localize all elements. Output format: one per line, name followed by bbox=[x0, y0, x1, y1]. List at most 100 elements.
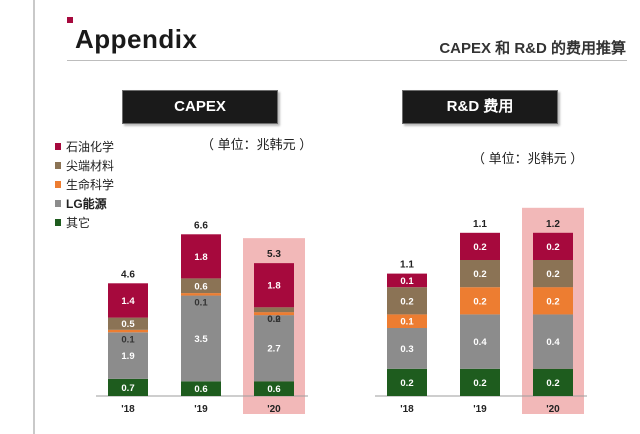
bar-segment bbox=[181, 295, 221, 382]
legend-item: 尖端材料 bbox=[55, 156, 114, 175]
bar-value-label: 2.7 bbox=[267, 344, 280, 355]
bar-value-label: 0.2 bbox=[473, 378, 486, 389]
bar-value-label: 0.7 bbox=[121, 383, 134, 394]
bar-value-label: 0.2 bbox=[400, 378, 413, 389]
bar-segment bbox=[254, 315, 294, 382]
bar-segment bbox=[533, 368, 573, 396]
bar-value-label: 0.2 bbox=[546, 378, 559, 389]
chart-1-plot: 0.2 0.3 0.1 0.2 0.1 1.1 '18 0.2 0.4 0.2 0.2 0.2 1.1 '… bbox=[375, 207, 587, 415]
bar-segment bbox=[108, 332, 148, 379]
bar-segment bbox=[387, 314, 427, 328]
page-title: Appendix bbox=[75, 24, 198, 54]
bar-segment bbox=[533, 314, 573, 369]
bar-segment bbox=[387, 328, 427, 369]
bar-segment bbox=[108, 329, 148, 333]
bar-value-label: 0.1 bbox=[121, 334, 135, 345]
title-underline bbox=[67, 60, 627, 61]
chart-0-plot: 0.7 1.9 0.1 0.5 1.4 4.6 '18 0.6 3.5 0.1 0.6 1.8 6.6 '… bbox=[96, 220, 308, 415]
bar-value-label: 0.2 bbox=[546, 269, 559, 280]
legend-swatch bbox=[55, 181, 61, 188]
capex-unit-note: （ 单位：兆韩元 ） bbox=[201, 137, 313, 152]
bar-value-label: 0.2 bbox=[473, 296, 486, 307]
legend-label: 石油化学 bbox=[66, 140, 115, 154]
bar-segment bbox=[108, 317, 148, 330]
legend-label: LG能源 bbox=[66, 197, 107, 211]
bar-segment bbox=[533, 260, 573, 288]
bar-total-label: 1.1 bbox=[473, 219, 487, 230]
legend-swatch bbox=[55, 219, 61, 226]
bar-total-label: 1.2 bbox=[546, 219, 560, 230]
bar-value-label: 0.2 bbox=[473, 269, 486, 280]
title-accent-square bbox=[67, 17, 73, 23]
bar-value-label: 0.3 bbox=[400, 344, 413, 355]
bar-value-label: 0.6 bbox=[194, 384, 207, 395]
x-tick-label: '20 bbox=[546, 404, 560, 415]
bar-segment bbox=[254, 307, 294, 313]
bar-value-label: 0.6 bbox=[267, 384, 280, 395]
legend-label: 尖端材料 bbox=[66, 159, 115, 173]
bar-segment bbox=[254, 381, 294, 396]
bar-segment bbox=[460, 314, 500, 369]
capex-chart-title: CAPEX bbox=[122, 90, 278, 124]
bar-total-label: 5.3 bbox=[267, 249, 281, 260]
bar-segment bbox=[254, 263, 294, 308]
bar-value-label: 0.2 bbox=[473, 242, 486, 253]
bar-value-label: 0.2 bbox=[546, 296, 559, 307]
rnd-unit-note: （ 单位：兆韩元 ） bbox=[472, 151, 584, 166]
bar-total-label: 6.6 bbox=[194, 220, 208, 231]
bar-value-label: 0.4 bbox=[546, 337, 560, 348]
bar-segment bbox=[181, 278, 221, 294]
bar-value-label: 1.4 bbox=[121, 296, 135, 307]
x-tick-label: '19 bbox=[473, 404, 487, 415]
bar-segment bbox=[387, 287, 427, 315]
bar-segment bbox=[533, 232, 573, 260]
left-divider bbox=[33, 0, 35, 434]
bar-value-label: 0.1 bbox=[400, 276, 414, 287]
bar-segment bbox=[460, 232, 500, 260]
legend-item: LG能源 bbox=[55, 194, 114, 213]
legend-swatch bbox=[55, 200, 61, 207]
chart-legend: 石油化学尖端材料生命科学 LG能源其它 bbox=[55, 137, 114, 232]
bar-value-label: 0.1 bbox=[194, 298, 208, 309]
bar-value-label: 1.9 bbox=[121, 351, 134, 362]
bar-segment bbox=[108, 378, 148, 396]
bar-value-label: 0.1 bbox=[400, 317, 414, 328]
page-subtitle: CAPEX 和 R&D 的费用推算 bbox=[439, 40, 626, 57]
bar-value-label: 0.4 bbox=[473, 337, 487, 348]
bar-value-label: 0.2 bbox=[267, 314, 280, 325]
bar-segment bbox=[387, 368, 427, 396]
bar-segment bbox=[460, 260, 500, 288]
bar-value-label: 1.8 bbox=[194, 252, 207, 263]
x-tick-label: '18 bbox=[400, 404, 414, 415]
bar-value-label: 0.2 bbox=[400, 296, 413, 307]
legend-label: 生命科学 bbox=[66, 178, 115, 192]
bar-value-label: 0.6 bbox=[194, 281, 207, 292]
bar-segment bbox=[181, 234, 221, 279]
legend-item: 石油化学 bbox=[55, 137, 114, 156]
legend-swatch bbox=[55, 143, 61, 150]
bar-segment bbox=[108, 283, 148, 318]
legend-swatch bbox=[55, 162, 61, 169]
bar-segment bbox=[460, 287, 500, 315]
bar-segment bbox=[460, 368, 500, 396]
x-tick-label: '20 bbox=[267, 404, 281, 415]
bar-value-label: 0.2 bbox=[546, 242, 559, 253]
bar-segment bbox=[254, 312, 294, 316]
bar-segment bbox=[387, 273, 427, 288]
x-tick-label: '18 bbox=[121, 404, 135, 415]
bar-segment bbox=[181, 381, 221, 396]
bar-value-label: 0.5 bbox=[121, 319, 135, 330]
bar-segment bbox=[533, 287, 573, 315]
rnd-chart-title: R&D 费用 bbox=[402, 90, 558, 124]
bar-total-label: 1.1 bbox=[400, 260, 414, 271]
bar-value-label: 1.8 bbox=[267, 281, 280, 292]
legend-item: 生命科学 bbox=[55, 175, 114, 194]
bar-total-label: 4.6 bbox=[121, 269, 135, 280]
legend-item: 其它 bbox=[55, 213, 114, 232]
bar-value-label: 3.5 bbox=[194, 334, 208, 345]
bar-segment bbox=[181, 293, 221, 296]
x-tick-label: '19 bbox=[194, 404, 208, 415]
bar-value-label: 0.0 bbox=[267, 314, 280, 325]
legend-label: 其它 bbox=[66, 216, 91, 230]
